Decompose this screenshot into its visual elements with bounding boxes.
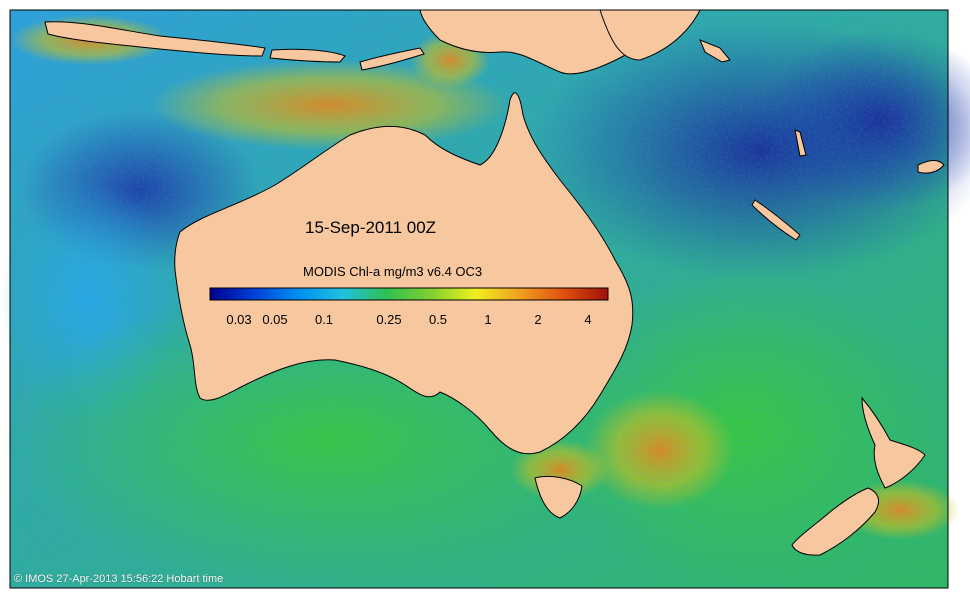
date-label: 15-Sep-2011 00Z	[305, 218, 437, 237]
colorbar-tick-label: 0.05	[262, 312, 288, 327]
colorbar-tick-label: 0.1	[314, 312, 334, 327]
pacific-islands	[699, 39, 945, 241]
vanuatu	[794, 129, 807, 157]
solomon-islands	[699, 39, 731, 63]
timor-island	[359, 47, 425, 71]
colorbar-tick-label: 0.03	[226, 312, 252, 327]
colorbar-title: MODIS Chl-a mg/m3 v6.4 OC3	[303, 264, 483, 279]
java-island	[44, 21, 266, 57]
nz-south-island	[791, 487, 879, 556]
sumbawa-island	[269, 48, 346, 63]
nz-north-island	[861, 396, 926, 489]
colorbar-tick-label: 0.25	[376, 312, 402, 327]
colorbar-tick-label: 2	[534, 312, 542, 327]
colorbar-tick-label: 1	[484, 312, 492, 327]
colorbar	[209, 287, 609, 301]
copyright-credit: © IMOS 27-Apr-2013 15:56:22 Hobart time	[14, 573, 224, 585]
colorbar-tick-label: 0.5	[428, 312, 448, 327]
landmass-north	[44, 9, 701, 75]
fiji	[917, 160, 945, 174]
png-east	[599, 9, 701, 61]
new-zealand-landmass	[791, 396, 926, 556]
map-border	[9, 9, 949, 589]
tasmania-landmass	[534, 475, 583, 519]
new-guinea	[419, 9, 661, 75]
new-caledonia	[751, 199, 801, 241]
colorbar-tick-label: 4	[584, 312, 592, 327]
australia-landmass	[174, 92, 634, 455]
colorbar-gradient	[209, 287, 609, 301]
